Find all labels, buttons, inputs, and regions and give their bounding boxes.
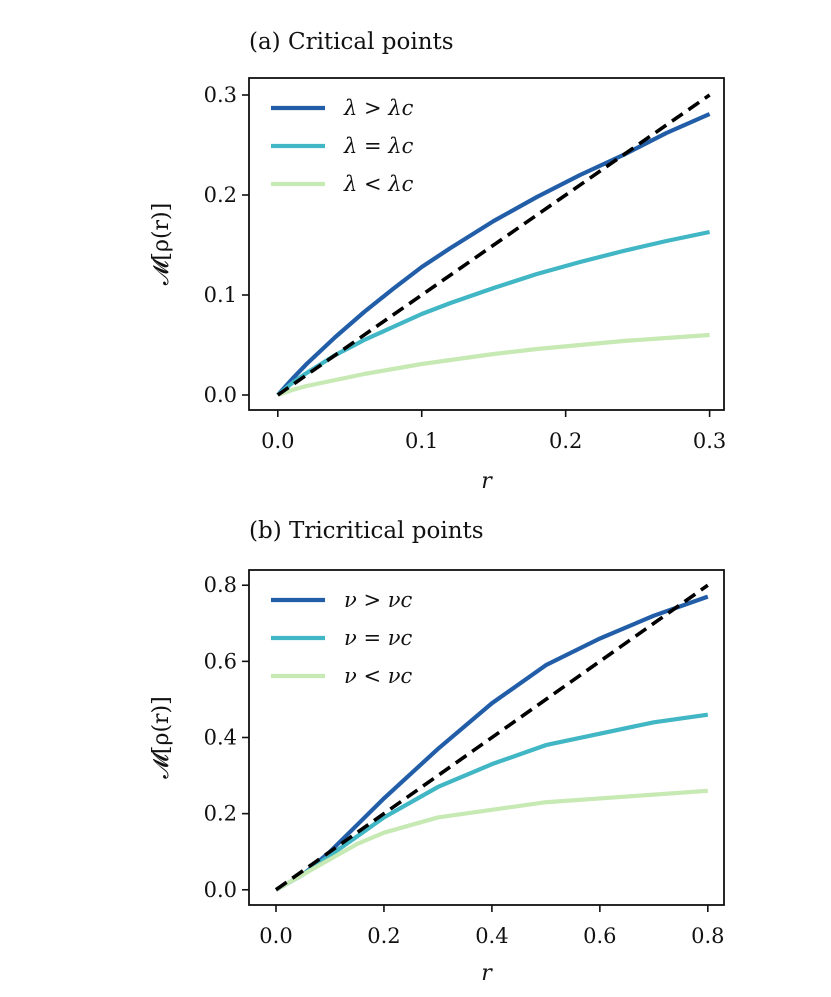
x-tick-label: 0.4 bbox=[475, 924, 508, 948]
legend-label: λ < λc bbox=[343, 172, 414, 196]
x-tick-label: 0.1 bbox=[405, 429, 438, 453]
panel-critical-points: (a) Critical points 0.0 0.1 0.2 0.3 0.0 0.1 0.2… bbox=[149, 29, 726, 494]
series-line-2 bbox=[277, 332, 710, 397]
y-tick-label: 0.6 bbox=[204, 649, 237, 673]
y-tick-label: 0.0 bbox=[204, 878, 237, 902]
y-tick-label: 0.2 bbox=[204, 183, 237, 207]
legend-label: ν > νc bbox=[344, 588, 412, 612]
chart-title: (a) Critical points bbox=[249, 29, 454, 55]
series-line-1 bbox=[276, 229, 711, 397]
reference-line-dashed bbox=[274, 583, 709, 892]
x-tick-label: 0.3 bbox=[693, 429, 726, 453]
series-line-1 bbox=[274, 712, 709, 892]
x-tick-label: 0.0 bbox=[261, 429, 294, 453]
x-tick-label: 0.2 bbox=[367, 924, 400, 948]
x-axis-label: r bbox=[481, 469, 493, 494]
series-group bbox=[274, 583, 709, 892]
legend: ν > νc ν = νc ν < νc bbox=[271, 588, 412, 688]
x-tick-label: 0.8 bbox=[691, 924, 724, 948]
series-line-2 bbox=[274, 788, 708, 892]
chart-title: (b) Tricritical points bbox=[249, 518, 484, 544]
legend-label: ν = νc bbox=[344, 626, 412, 650]
y-axis-label: 𝓜[ρ(r)] bbox=[149, 696, 174, 778]
y-tick-label: 0.4 bbox=[204, 726, 237, 750]
y-tick-label: 0.2 bbox=[204, 802, 237, 826]
panel-tricritical-points: (b) Tricritical points 0.0 0.2 0.4 0.6 0.8 0.0… bbox=[149, 518, 725, 986]
legend-label: ν < νc bbox=[344, 664, 412, 688]
x-tick-label: 0.2 bbox=[549, 429, 582, 453]
legend-label: λ > λc bbox=[343, 96, 414, 120]
y-axis-label: 𝓜[ρ(r)] bbox=[149, 203, 174, 285]
axes-frame bbox=[248, 569, 725, 906]
y-tick-label: 0.0 bbox=[204, 383, 237, 407]
y-tick-label: 0.3 bbox=[204, 83, 237, 107]
legend: λ > λc λ = λc λ < λc bbox=[271, 96, 414, 196]
x-tick-label: 0.0 bbox=[259, 924, 292, 948]
y-tick-label: 0.8 bbox=[204, 573, 237, 597]
x-axis-label: r bbox=[481, 961, 493, 986]
axes-frame bbox=[248, 77, 725, 411]
series-group bbox=[276, 93, 711, 397]
legend-label: λ = λc bbox=[343, 134, 414, 158]
x-tick-label: 0.6 bbox=[583, 924, 616, 948]
reference-line-dashed bbox=[276, 93, 711, 397]
y-tick-label: 0.1 bbox=[204, 283, 237, 307]
